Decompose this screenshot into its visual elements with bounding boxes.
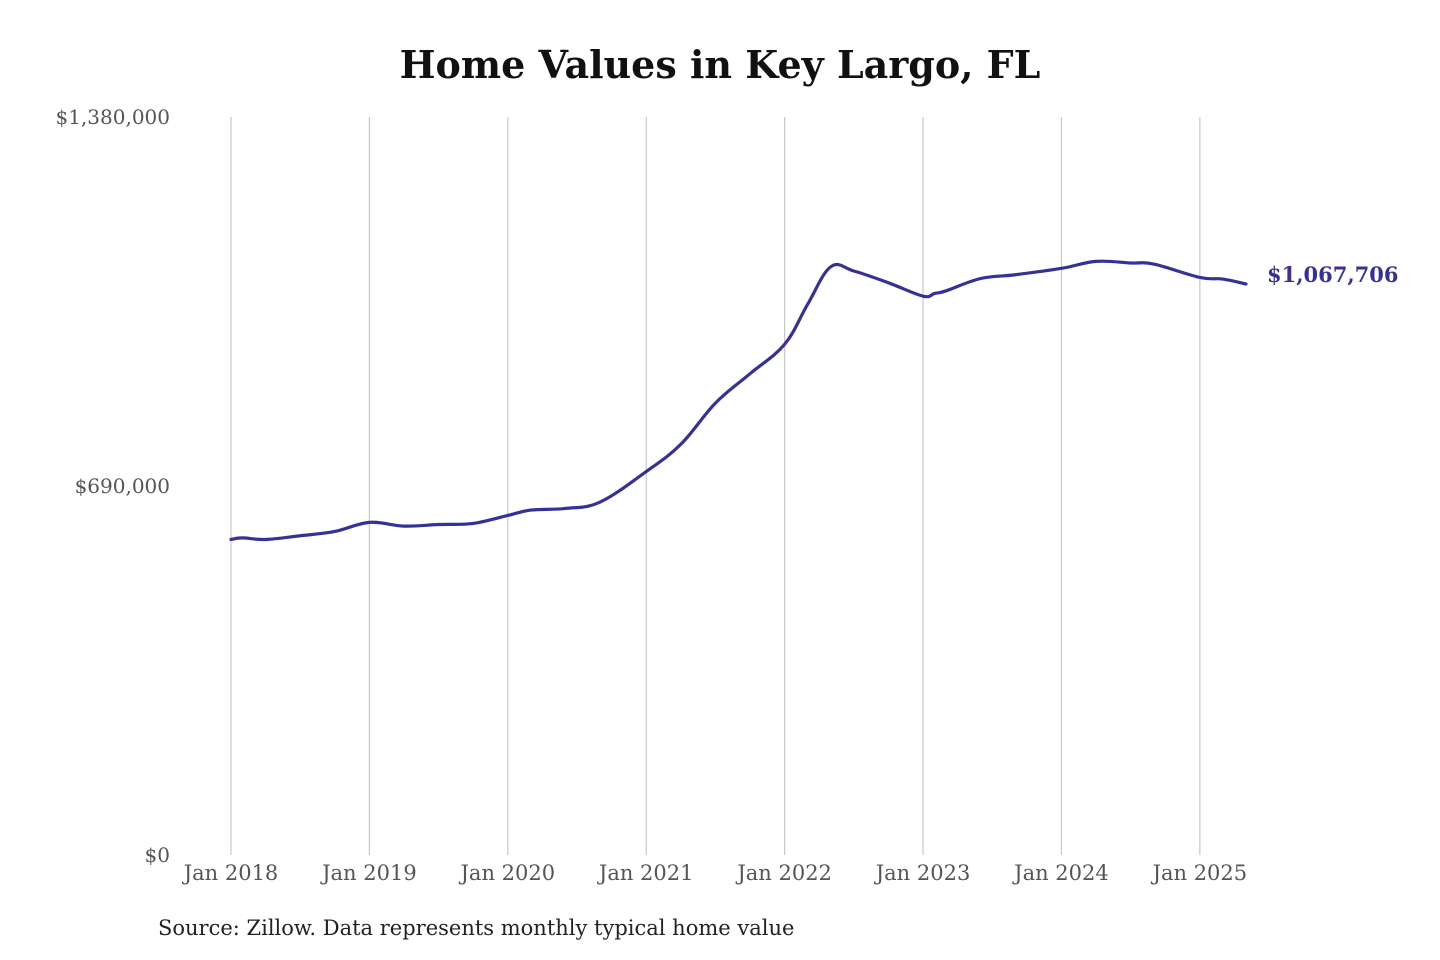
x-tick-label: Jan 2021 — [597, 861, 694, 885]
line-chart: $0$690,000$1,380,000 Jan 2018 Jan 2019 Jan… — [55, 105, 1399, 885]
x-tick-label: Jan 2018 — [182, 861, 279, 885]
x-tick-label: Jan 2025 — [1151, 861, 1248, 885]
y-tick-label: $1,380,000 — [55, 105, 170, 129]
x-axis-tick-labels: Jan 2018 Jan 2019 Jan 2020 Jan 2021 Jan 2022… — [182, 861, 1247, 885]
series-group — [229, 259, 1248, 542]
y-tick-label: $690,000 — [75, 474, 170, 498]
x-tick-label: Jan 2024 — [1012, 861, 1109, 885]
x-tick-label: Jan 2020 — [459, 861, 556, 885]
chart-title: Home Values in Key Largo, FL — [399, 42, 1041, 87]
y-tick-label: $0 — [145, 843, 170, 867]
y-axis-tick-labels: $0 $690,000 $1,380,000 — [55, 105, 170, 867]
source-note: Source: Zillow. Data represents monthly … — [158, 916, 795, 940]
vertical-gridlines — [230, 117, 1201, 855]
x-tick-label: Jan 2019 — [320, 861, 417, 885]
x-tick-label: Jan 2022 — [735, 861, 832, 885]
series-line-0 — [229, 259, 1248, 542]
x-tick-label: Jan 2023 — [874, 861, 971, 885]
end-value-label: $1,067,706 — [1267, 262, 1399, 287]
